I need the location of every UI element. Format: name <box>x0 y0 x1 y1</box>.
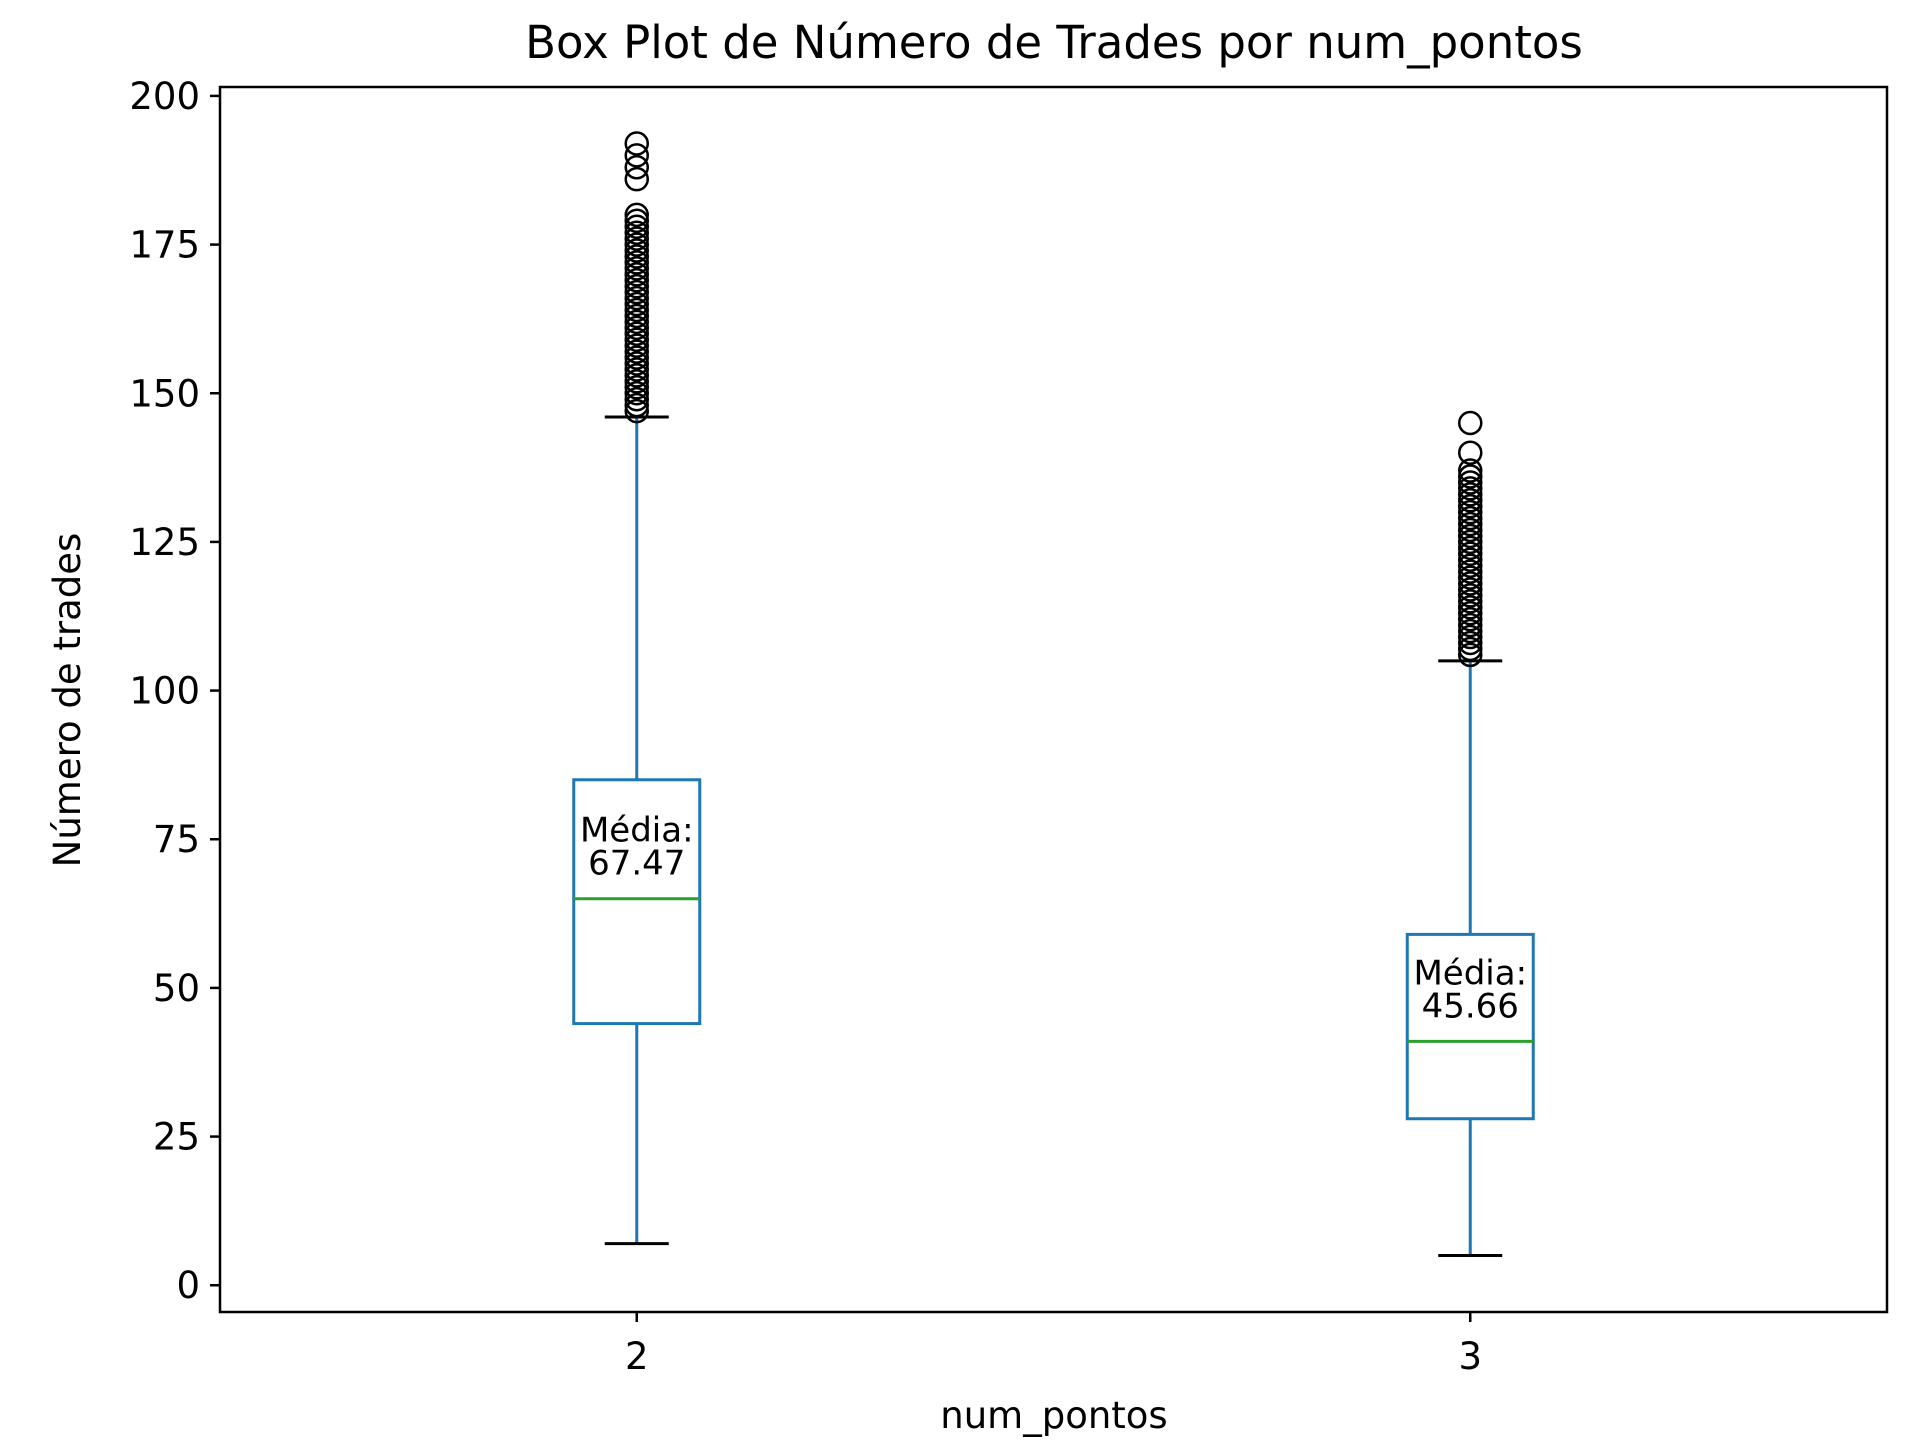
outlier-point <box>624 303 649 329</box>
outlier-point <box>624 297 649 323</box>
outlier-point <box>624 226 649 251</box>
outlier-point <box>624 321 649 347</box>
outlier-point <box>624 256 649 281</box>
outlier-point <box>624 166 649 192</box>
outlier-point <box>1458 606 1483 632</box>
y-tick-label: 0 <box>176 1264 200 1307</box>
outlier-point <box>1458 589 1483 614</box>
outlier-point <box>1458 541 1483 567</box>
y-tick-label: 125 <box>129 521 200 564</box>
outlier-point <box>624 285 649 311</box>
x-tick-label: 3 <box>1458 1335 1482 1378</box>
outlier-point <box>624 232 649 257</box>
outlier-point <box>1458 571 1483 596</box>
outlier-point <box>1458 493 1483 519</box>
outlier-point <box>1458 630 1483 656</box>
outlier-point <box>1458 440 1483 465</box>
outlier-point <box>1458 476 1483 501</box>
outlier-point <box>1458 636 1483 662</box>
outlier-point <box>1458 547 1483 573</box>
outlier-point <box>624 238 649 263</box>
plot-frame <box>218 85 1889 1314</box>
outlier-point <box>624 351 649 376</box>
outlier-point <box>624 363 649 388</box>
mean-annotation-label: Média: <box>1413 953 1527 993</box>
outlier-point <box>1458 559 1483 584</box>
outlier-point <box>1458 529 1483 555</box>
outlier-point <box>1458 595 1483 620</box>
outlier-point <box>624 250 649 275</box>
box-iqr <box>572 778 702 1026</box>
outlier-point <box>624 202 649 228</box>
outlier-point <box>624 392 649 418</box>
outlier-point <box>624 291 649 317</box>
outlier-point <box>624 268 649 293</box>
outlier-point <box>624 214 649 239</box>
mean-annotation-value: 45.66 <box>1422 986 1519 1026</box>
outlier-point <box>624 381 649 406</box>
y-tick-label: 75 <box>153 818 200 861</box>
outlier-point <box>1458 511 1483 537</box>
y-tick-label: 175 <box>129 224 200 267</box>
outlier-point <box>1458 577 1483 602</box>
outlier-point <box>1458 482 1483 507</box>
y-tick-label: 50 <box>153 967 200 1010</box>
outlier-point <box>1458 601 1483 626</box>
outlier-point <box>1458 535 1483 561</box>
outlier-point <box>1458 624 1483 650</box>
outlier-point <box>1458 642 1483 668</box>
outlier-point <box>624 375 649 400</box>
y-tick-label: 25 <box>153 1116 200 1159</box>
outlier-point <box>1458 499 1483 525</box>
y-tick-label: 150 <box>129 372 200 415</box>
mean-annotation-value: 67.47 <box>588 844 685 884</box>
outlier-point <box>1458 470 1483 495</box>
outlier-point <box>624 345 649 370</box>
outlier-point <box>624 398 649 424</box>
outlier-point <box>624 273 649 299</box>
y-tick-label: 100 <box>129 670 200 713</box>
outlier-point <box>1458 618 1483 644</box>
y-axis-label: Número de trades <box>46 533 89 868</box>
outlier-point <box>1458 505 1483 531</box>
outlier-point <box>624 339 649 364</box>
outlier-point <box>1458 488 1483 513</box>
outlier-point <box>624 208 649 234</box>
box-iqr <box>1405 932 1535 1121</box>
x-tick-label: 2 <box>625 1335 649 1378</box>
outlier-point <box>624 386 649 412</box>
chart-title: Box Plot de Número de Trades por num_pon… <box>525 16 1583 69</box>
outlier-point <box>624 333 649 358</box>
outlier-point <box>1458 458 1483 483</box>
outlier-point <box>1458 523 1483 549</box>
outlier-point <box>624 309 649 335</box>
outlier-point <box>624 131 649 156</box>
outlier-point <box>624 143 649 168</box>
y-tick-label: 200 <box>129 75 200 118</box>
outlier-point <box>624 369 649 394</box>
x-axis-label: num_pontos <box>940 1394 1167 1437</box>
outlier-point <box>1458 612 1483 638</box>
mean-annotation-label: Média: <box>580 811 694 851</box>
outlier-point <box>624 244 649 269</box>
outlier-point <box>624 315 649 341</box>
outlier-point <box>624 220 649 245</box>
outlier-point <box>624 327 649 352</box>
outlier-point <box>1458 410 1483 436</box>
outlier-point <box>1458 565 1483 590</box>
outlier-point <box>624 155 649 180</box>
outlier-point <box>1458 553 1483 578</box>
outlier-point <box>624 279 649 305</box>
outlier-point <box>624 262 649 287</box>
outlier-point <box>1458 517 1483 543</box>
outlier-point <box>624 357 649 382</box>
outlier-point <box>1458 464 1483 489</box>
outlier-point <box>1458 583 1483 608</box>
